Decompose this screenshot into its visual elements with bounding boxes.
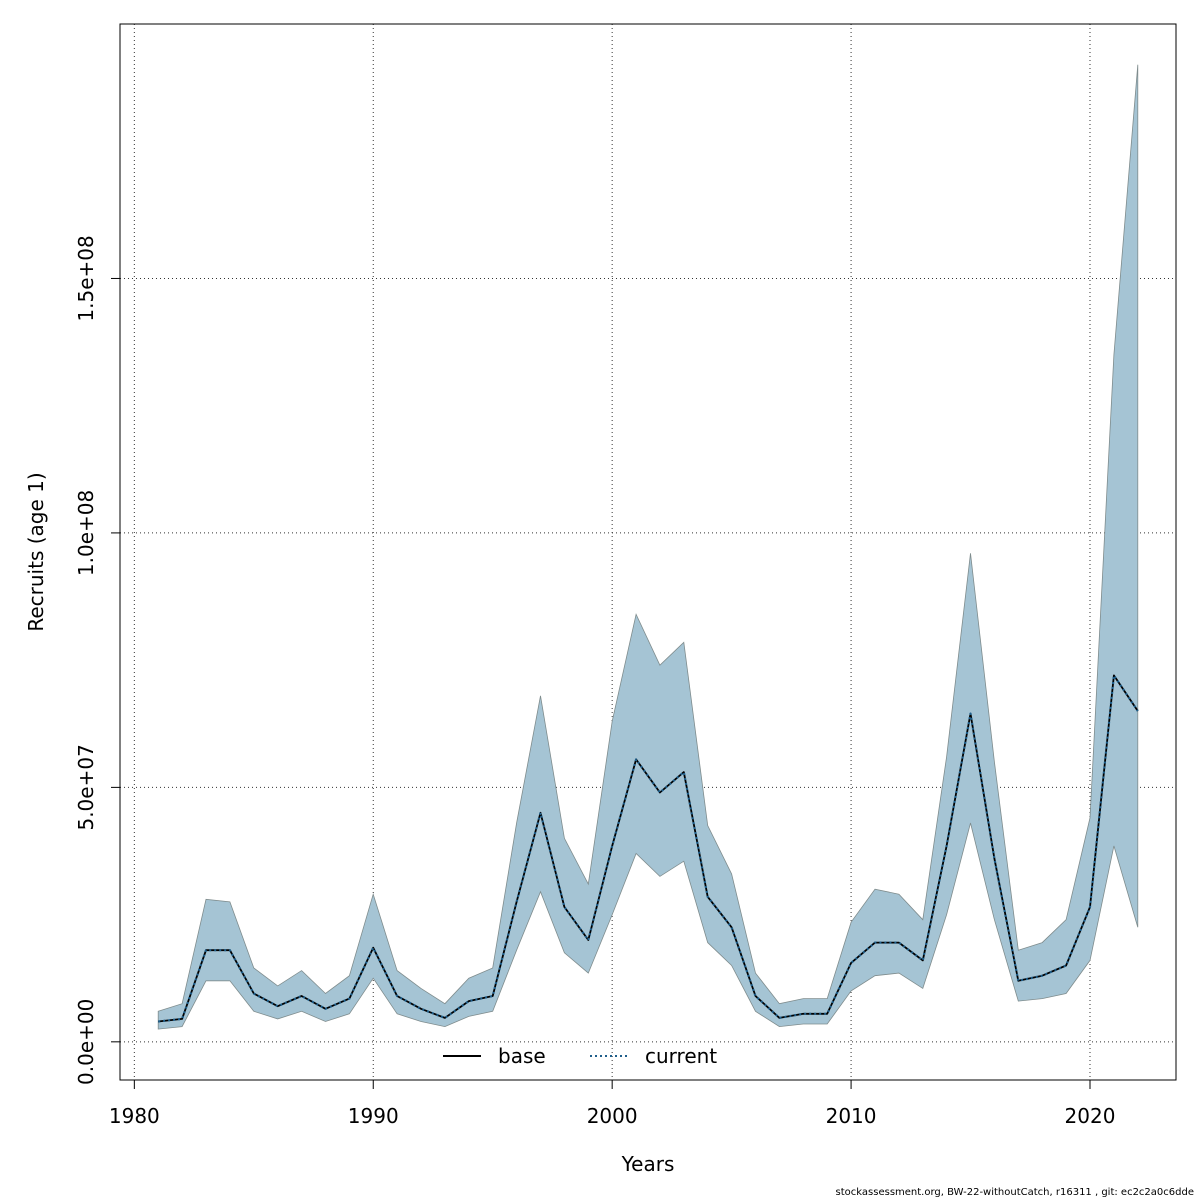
y-tick-label: 1.5e+08 xyxy=(74,235,98,321)
x-axis-title: Years xyxy=(621,1152,675,1176)
x-tick-label: 2000 xyxy=(587,1104,638,1128)
x-tick-label: 1980 xyxy=(109,1104,160,1128)
plot-frame xyxy=(119,23,1177,1081)
x-tick-label: 1990 xyxy=(348,1104,399,1128)
confidence-band-layer xyxy=(157,64,1139,1030)
y-axis: 0.0e+00 5.0e+07 1.0e+08 1.5e+08 xyxy=(74,235,121,1085)
legend: base current xyxy=(443,1044,717,1068)
x-tick-label: 2020 xyxy=(1065,1104,1116,1128)
legend-label-base: base xyxy=(498,1044,546,1068)
footer-text: stockassessment.org, BW-22-withoutCatch,… xyxy=(835,1187,1194,1198)
y-tick-label: 1.0e+08 xyxy=(74,490,98,576)
x-axis: 1980 1990 2000 2010 2020 xyxy=(109,1079,1116,1128)
grid-lines xyxy=(120,24,1176,1080)
y-tick-label: 0.0e+00 xyxy=(74,999,98,1085)
series-line-current xyxy=(158,674,1139,1023)
x-tick-label: 2010 xyxy=(826,1104,877,1128)
y-axis-title: Recruits (age 1) xyxy=(24,472,48,631)
confidence-band xyxy=(157,64,1139,1030)
series-lines-layer xyxy=(158,674,1139,1023)
y-tick-label: 5.0e+07 xyxy=(74,744,98,830)
legend-label-current: current xyxy=(645,1044,717,1068)
